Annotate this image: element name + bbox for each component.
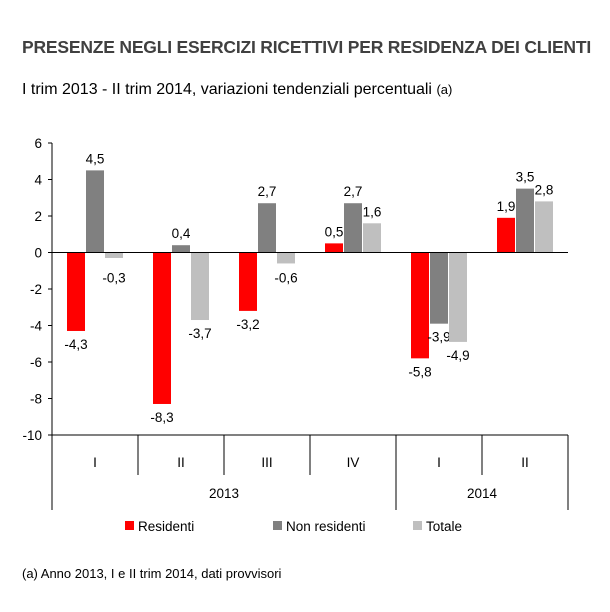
data-label: 0,4 xyxy=(172,226,191,241)
year-label: 2013 xyxy=(209,486,239,501)
bar-residenti xyxy=(153,252,171,404)
data-label: -0,3 xyxy=(102,271,125,286)
subtitle-note: (a) xyxy=(436,82,453,97)
data-label: -3,7 xyxy=(188,326,211,341)
category-label: I xyxy=(93,455,97,470)
bar-totale xyxy=(363,223,381,253)
y-tick-label: -8 xyxy=(30,392,42,407)
bar-totale xyxy=(191,252,209,321)
bar-non-residenti xyxy=(344,203,362,253)
y-tick-label: -2 xyxy=(30,282,42,297)
legend-label: Non residenti xyxy=(286,519,366,534)
data-label: -3,2 xyxy=(236,317,259,332)
y-tick-label: -10 xyxy=(22,428,42,443)
data-label: 0,5 xyxy=(325,224,344,239)
bar-non-residenti xyxy=(430,252,448,324)
category-label: II xyxy=(521,455,529,470)
y-tick-label: 2 xyxy=(34,209,42,224)
subtitle-text: I trim 2013 - II trim 2014, variazioni t… xyxy=(22,81,432,98)
category-label: II xyxy=(177,455,185,470)
data-label: -8,3 xyxy=(150,410,173,425)
category-label: IV xyxy=(347,455,360,470)
legend-swatch xyxy=(125,521,134,530)
chart-title: PRESENZE NEGLI ESERCIZI RICETTIVI PER RE… xyxy=(22,37,592,57)
category-label: I xyxy=(437,455,441,470)
legend-swatch xyxy=(273,521,282,530)
legend-label: Totale xyxy=(426,519,462,534)
bar-non-residenti xyxy=(172,245,190,253)
data-label: 1,9 xyxy=(497,199,516,214)
data-label: -3,9 xyxy=(427,330,450,345)
year-label: 2014 xyxy=(467,486,498,501)
data-label: 1,6 xyxy=(363,204,382,219)
bar-totale xyxy=(277,252,295,264)
y-tick-label: 4 xyxy=(34,173,42,188)
data-label: 2,7 xyxy=(344,184,363,199)
data-label: 2,7 xyxy=(258,184,277,199)
footnote: (a) Anno 2013, I e II trim 2014, dati pr… xyxy=(22,566,282,581)
data-label: 4,5 xyxy=(86,151,105,166)
bar-residenti xyxy=(325,243,343,253)
bar-residenti xyxy=(497,217,515,253)
chart-subtitle: I trim 2013 - II trim 2014, variazioni t… xyxy=(22,81,452,99)
bar-residenti xyxy=(411,252,429,359)
bar-totale xyxy=(449,252,467,342)
data-label: 2,8 xyxy=(535,182,554,197)
bar-totale xyxy=(535,201,553,253)
category-label: III xyxy=(261,455,272,470)
bar-totale xyxy=(105,252,123,258)
data-label: -0,6 xyxy=(274,271,297,286)
data-label: -4,9 xyxy=(446,348,469,363)
legend-swatch xyxy=(413,521,422,530)
data-label: -4,3 xyxy=(64,337,87,352)
bar-non-residenti xyxy=(86,170,104,253)
y-tick-label: -6 xyxy=(30,355,42,370)
y-tick-label: 6 xyxy=(34,136,42,151)
data-label: 3,5 xyxy=(516,170,535,185)
data-label: -5,8 xyxy=(408,364,431,379)
y-tick-label: -4 xyxy=(30,319,42,334)
y-tick-label: 0 xyxy=(34,246,42,261)
bar-residenti xyxy=(67,252,85,331)
bar-non-residenti xyxy=(258,203,276,253)
bar-residenti xyxy=(239,252,257,311)
legend-label: Residenti xyxy=(138,519,194,534)
bar-non-residenti xyxy=(516,188,534,253)
